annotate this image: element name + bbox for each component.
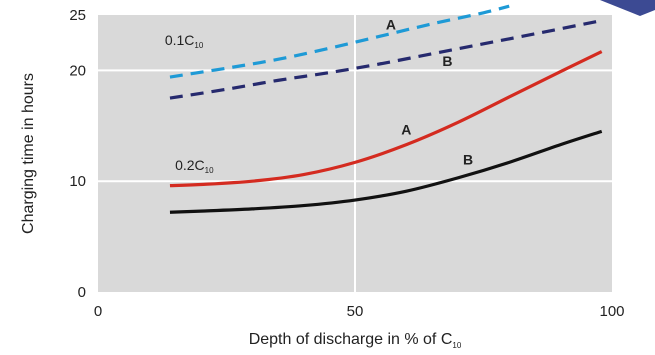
x-tick-label: 0 — [94, 303, 102, 320]
group-caption-0: 0.1C10 — [165, 32, 204, 50]
y-tick-label: 0 — [78, 284, 86, 301]
series-line-2 — [169, 50, 603, 188]
x-axis-title: Depth of discharge in % of C10 — [249, 331, 462, 350]
group-caption-1: 0.2C10 — [175, 157, 214, 175]
y-tick-label: 25 — [69, 7, 86, 24]
y-tick-label: 20 — [69, 62, 86, 79]
series-layer — [169, 4, 603, 214]
y-axis-title: Charging time in hours — [20, 73, 37, 234]
grid-lines — [98, 15, 612, 292]
series-line-1 — [169, 18, 603, 100]
series-line-3 — [169, 129, 603, 214]
series-label-2: A — [401, 122, 411, 138]
corner-accent-shape — [600, 0, 655, 16]
x-tick-label: 50 — [347, 303, 364, 320]
series-label-3: B — [463, 152, 473, 168]
series-line-0 — [169, 4, 510, 79]
series-label-0: A — [386, 16, 396, 32]
labels-layer: A B A B 0.1C10 0.2C10 — [165, 16, 473, 175]
tick-labels: 0 50 100 0 10 20 25 — [69, 7, 624, 320]
series-label-1: B — [442, 53, 452, 69]
x-tick-label: 100 — [599, 303, 624, 320]
y-tick-label: 10 — [69, 173, 86, 190]
